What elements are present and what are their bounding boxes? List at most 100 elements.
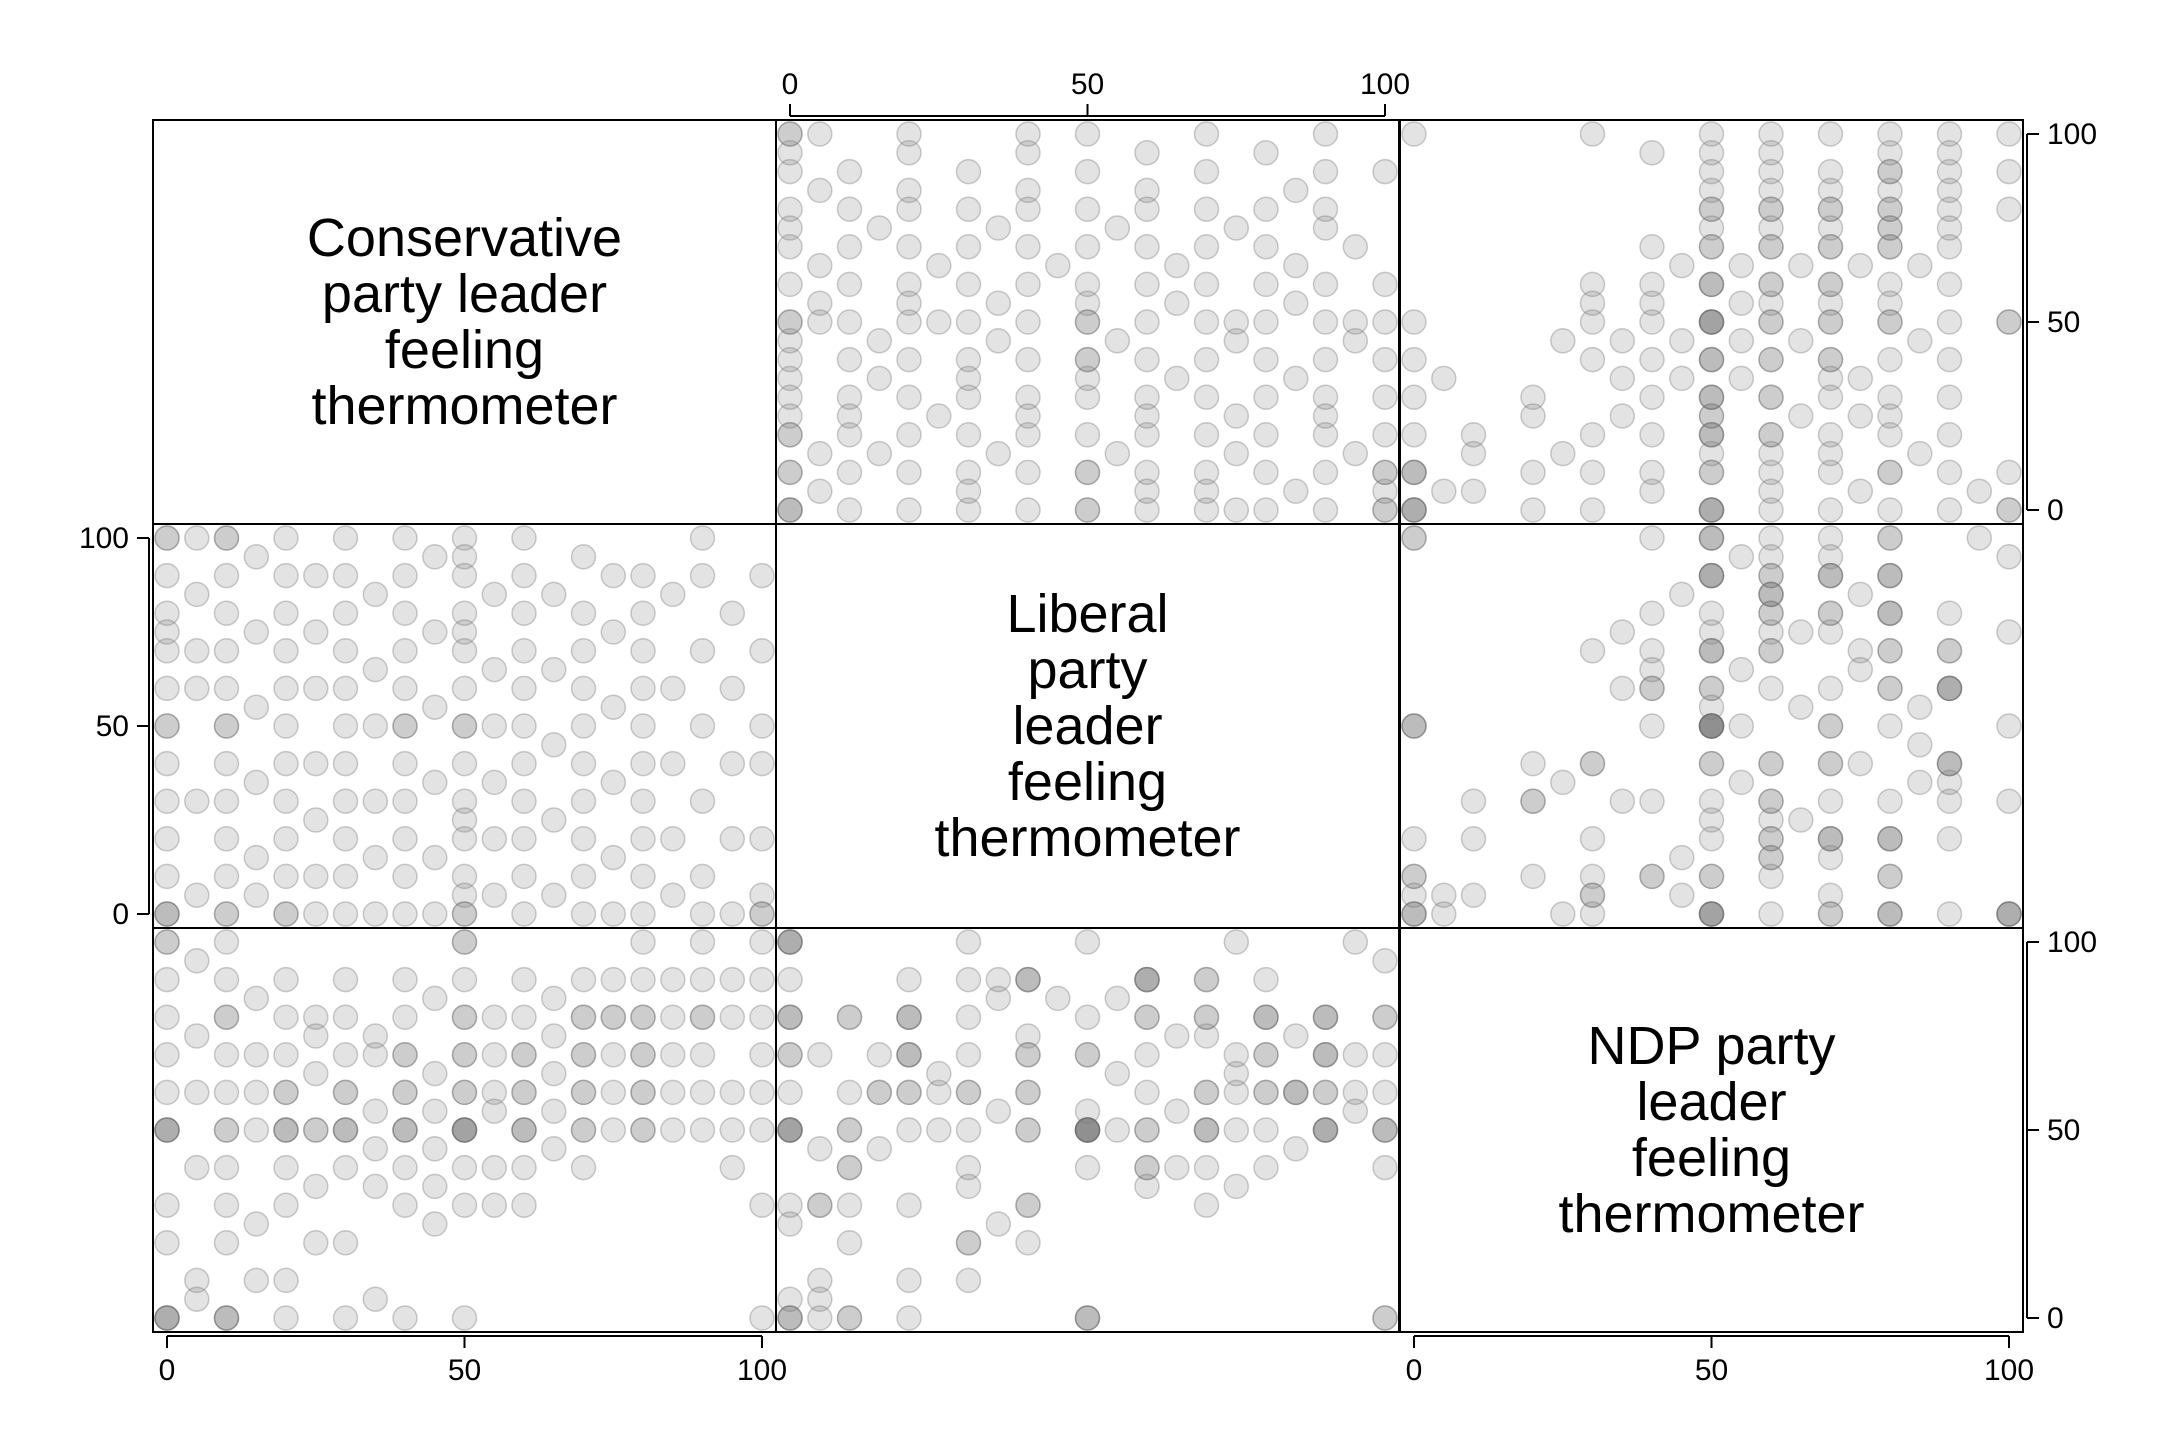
data-point xyxy=(154,1192,180,1218)
data-point xyxy=(1817,600,1844,626)
data-point xyxy=(955,234,982,260)
data-point xyxy=(777,121,803,147)
tick-label: 0 xyxy=(2047,1302,2064,1335)
data-point xyxy=(1074,1117,1101,1143)
data-point xyxy=(807,290,833,316)
x-axis-top-lib: 0 50 100 xyxy=(782,68,1410,117)
data-point xyxy=(600,769,627,796)
data-point xyxy=(985,966,1012,993)
data-point xyxy=(213,901,240,927)
data-point xyxy=(1877,562,1903,589)
data-point xyxy=(719,966,746,993)
data-point xyxy=(1193,497,1220,523)
data-point xyxy=(1758,600,1784,626)
data-point xyxy=(1312,196,1339,222)
data-point xyxy=(1074,1117,1101,1143)
data-point xyxy=(1698,309,1725,335)
data-point xyxy=(1342,1042,1369,1068)
data-point xyxy=(1223,328,1250,354)
data-point xyxy=(570,901,597,927)
data-point xyxy=(451,544,478,570)
data-point xyxy=(1342,1079,1369,1106)
data-point xyxy=(1817,440,1844,467)
data-point xyxy=(570,544,597,570)
data-point xyxy=(1817,384,1844,410)
data-point xyxy=(985,215,1012,241)
data-point xyxy=(1698,750,1725,777)
data-point xyxy=(1847,581,1874,608)
data-point xyxy=(1907,769,1933,796)
data-point xyxy=(1253,1154,1279,1181)
data-point xyxy=(836,309,863,335)
data-point xyxy=(1788,252,1814,279)
data-point xyxy=(1877,121,1903,147)
data-point xyxy=(1401,525,1427,551)
data-point xyxy=(1639,863,1665,890)
data-point xyxy=(1936,158,1963,185)
data-point xyxy=(273,1305,299,1331)
data-point xyxy=(1134,478,1160,504)
data-point xyxy=(630,901,656,927)
data-point xyxy=(836,196,863,222)
data-point xyxy=(630,929,656,955)
data-point xyxy=(451,562,478,589)
data-point xyxy=(154,1117,180,1143)
data-point xyxy=(1579,309,1606,335)
data-point xyxy=(777,1117,803,1143)
data-point xyxy=(184,1267,210,1294)
data-point xyxy=(1520,459,1546,486)
data-point xyxy=(1817,713,1844,739)
data-point xyxy=(213,1305,240,1331)
data-point xyxy=(511,750,537,777)
data-point xyxy=(1698,196,1725,222)
data-point xyxy=(1401,346,1427,373)
data-point xyxy=(213,1079,240,1106)
data-point xyxy=(392,901,418,927)
data-point xyxy=(1074,1305,1101,1331)
data-point xyxy=(1312,459,1339,486)
data-point xyxy=(1698,422,1725,448)
data-point xyxy=(630,1004,656,1030)
data-point xyxy=(1698,384,1725,410)
data-point xyxy=(836,1117,863,1143)
data-point xyxy=(451,638,478,664)
data-point xyxy=(273,826,299,852)
data-point xyxy=(303,1023,329,1049)
data-point xyxy=(273,901,299,927)
y-axis-right-con: 0 50 100 xyxy=(2026,118,2097,527)
data-point xyxy=(719,826,746,852)
data-point xyxy=(1015,1023,1041,1049)
data-point xyxy=(1758,544,1784,570)
data-point xyxy=(1847,252,1874,279)
variable-label-line: NDP party xyxy=(1587,1016,1835,1076)
data-point xyxy=(332,826,359,852)
data-point xyxy=(154,901,180,927)
data-point xyxy=(1877,863,1903,890)
data-point xyxy=(213,1305,240,1331)
data-point xyxy=(1877,215,1903,241)
data-point xyxy=(1817,346,1844,373)
data-point xyxy=(1460,478,1487,504)
data-point xyxy=(836,1192,863,1218)
data-point xyxy=(1193,966,1220,993)
data-point xyxy=(1639,656,1665,683)
data-point xyxy=(1788,694,1814,720)
data-point xyxy=(213,826,240,852)
data-point xyxy=(749,713,775,739)
data-point xyxy=(630,562,656,589)
data-point xyxy=(896,422,922,448)
data-point xyxy=(451,807,478,833)
data-point xyxy=(1312,1117,1339,1143)
data-point xyxy=(1342,234,1369,260)
data-point xyxy=(511,1117,537,1143)
data-point xyxy=(1669,328,1695,354)
data-point xyxy=(630,1117,656,1143)
data-point xyxy=(1698,309,1725,335)
data-point xyxy=(1579,121,1606,147)
data-point xyxy=(1758,844,1784,871)
data-point xyxy=(1698,271,1725,298)
data-point xyxy=(451,1305,478,1331)
data-point xyxy=(1015,271,1041,298)
data-point xyxy=(1639,422,1665,448)
data-point xyxy=(1074,346,1101,373)
